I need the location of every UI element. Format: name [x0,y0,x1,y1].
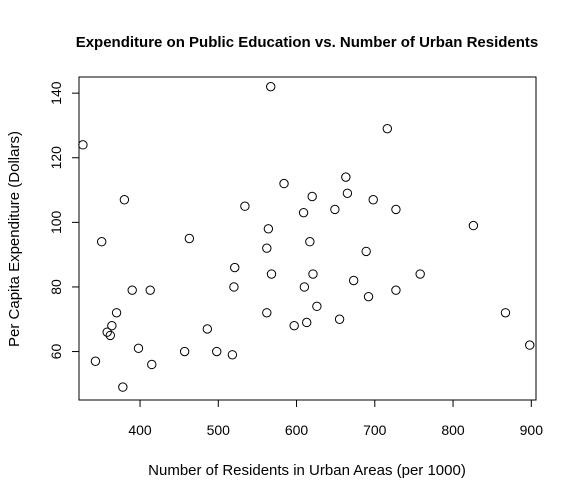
data-point [306,238,314,246]
data-point [128,286,136,294]
x-tick-label: 800 [441,422,465,438]
data-point [501,309,509,317]
data-point [331,205,339,213]
data-point [213,347,221,355]
data-point [335,315,343,323]
data-point [180,347,188,355]
data-point [91,357,99,365]
data-point [112,309,120,317]
data-point [303,318,311,326]
data-point [290,322,298,330]
data-point [526,341,534,349]
y-tick-label: 60 [48,344,64,360]
data-point [392,286,400,294]
data-point [134,344,142,352]
data-point [369,196,377,204]
data-point [309,270,317,278]
x-tick-label: 400 [128,422,152,438]
data-point [300,283,308,291]
data-point [280,179,288,187]
data-point [231,263,239,271]
data-point [263,244,271,252]
data-point [308,192,316,200]
y-tick-label: 100 [48,210,64,234]
data-point [148,360,156,368]
data-point [383,124,391,132]
data-point [349,276,357,284]
data-point [362,247,370,255]
y-tick-label: 80 [48,279,64,295]
data-point [108,322,116,330]
x-tick-label: 600 [285,422,309,438]
data-point [267,82,275,90]
data-point [264,225,272,233]
data-point [185,234,193,242]
data-point [364,292,372,300]
y-tick-label: 120 [48,146,64,170]
data-point [392,205,400,213]
data-point [228,351,236,359]
data-point [203,325,211,333]
data-point [342,173,350,181]
data-point [416,270,424,278]
data-point [299,208,307,216]
data-point [146,286,154,294]
data-point [313,302,321,310]
data-points [79,82,534,391]
data-point [97,238,105,246]
data-point [230,283,238,291]
data-point [120,196,128,204]
x-axis-label: Number of Residents in Urban Areas (per … [148,462,466,479]
y-axis: 60 80 100 120 140 [48,81,79,359]
x-axis: 400 500 600 700 800 900 [128,400,543,438]
x-tick-label: 700 [363,422,387,438]
data-point [343,189,351,197]
data-point [263,309,271,317]
data-point [119,383,127,391]
data-point [79,141,87,149]
chart-title: Expenditure on Public Education vs. Numb… [76,34,539,51]
y-tick-label: 140 [48,81,64,105]
data-point [241,202,249,210]
x-tick-label: 900 [520,422,544,438]
y-axis-label: Per Capita Expenditure (Dollars) [6,131,23,347]
x-tick-label: 500 [207,422,231,438]
data-point [267,270,275,278]
data-point [469,221,477,229]
